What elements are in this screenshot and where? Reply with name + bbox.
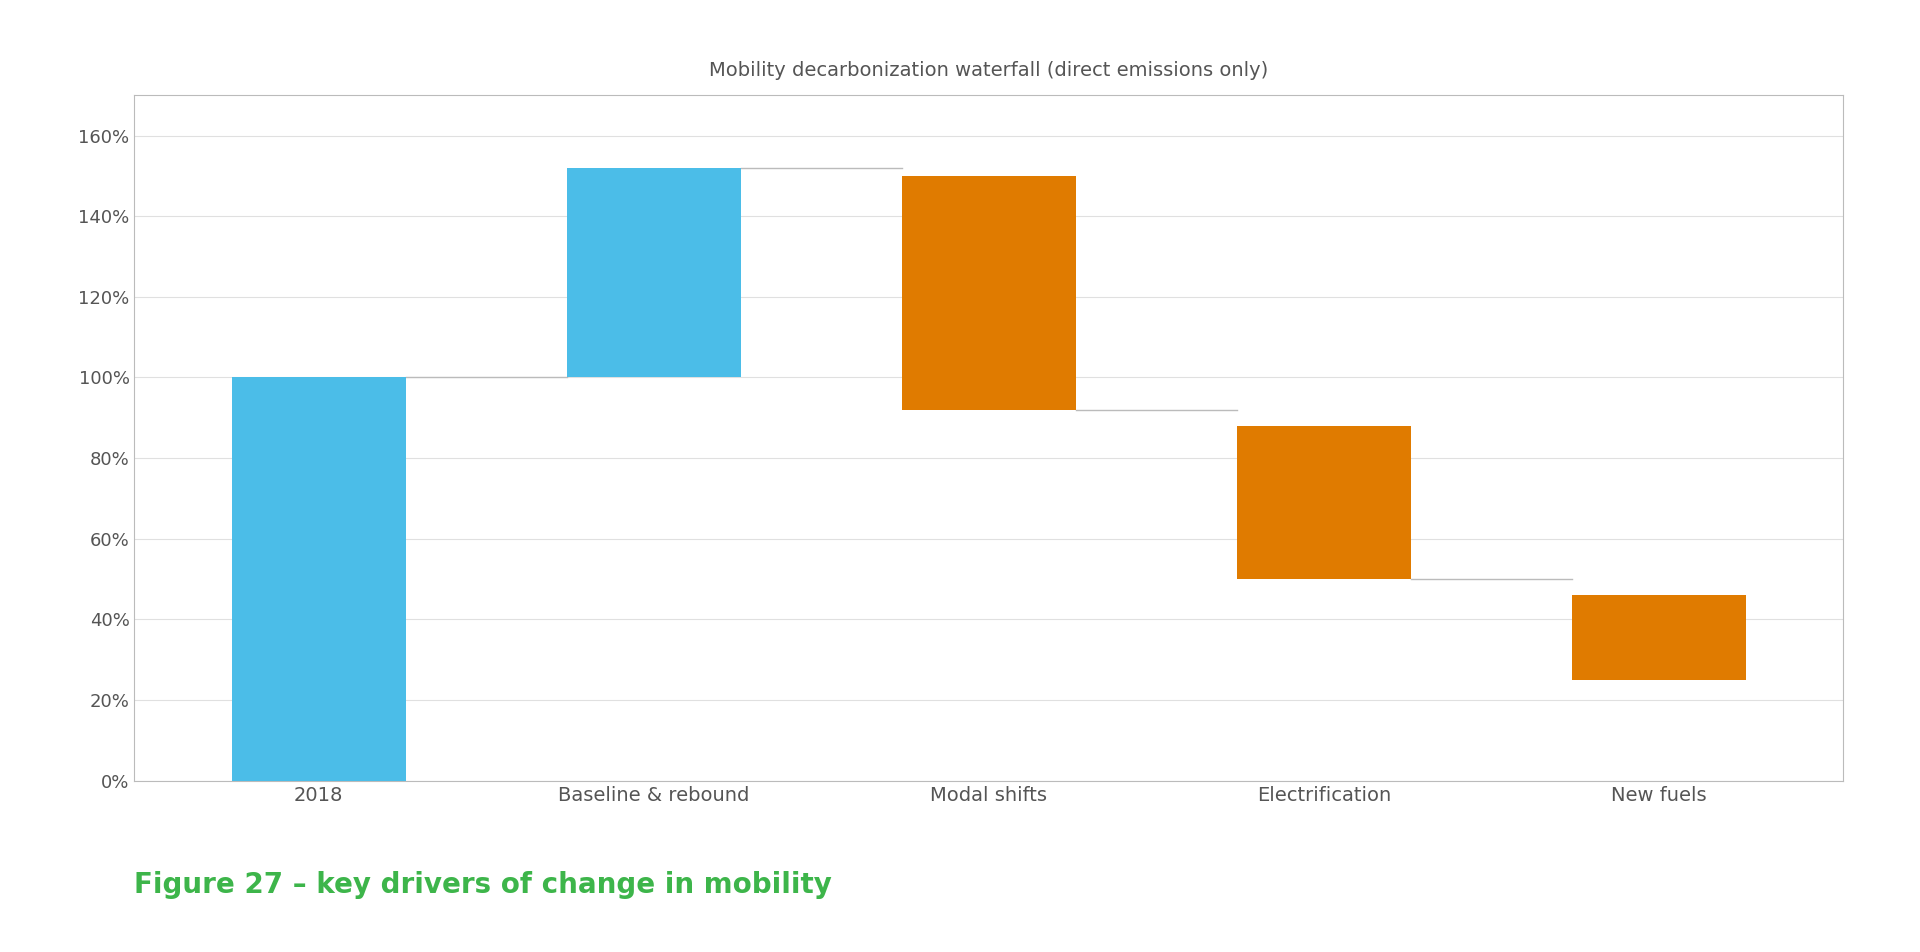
Bar xyxy=(1572,595,1745,680)
Bar xyxy=(566,168,741,377)
Bar xyxy=(902,176,1075,409)
Title: Mobility decarbonization waterfall (direct emissions only): Mobility decarbonization waterfall (dire… xyxy=(708,61,1269,80)
Text: Figure 27 – key drivers of change in mobility: Figure 27 – key drivers of change in mob… xyxy=(134,871,831,900)
Bar xyxy=(232,377,405,781)
Bar xyxy=(1236,426,1411,579)
